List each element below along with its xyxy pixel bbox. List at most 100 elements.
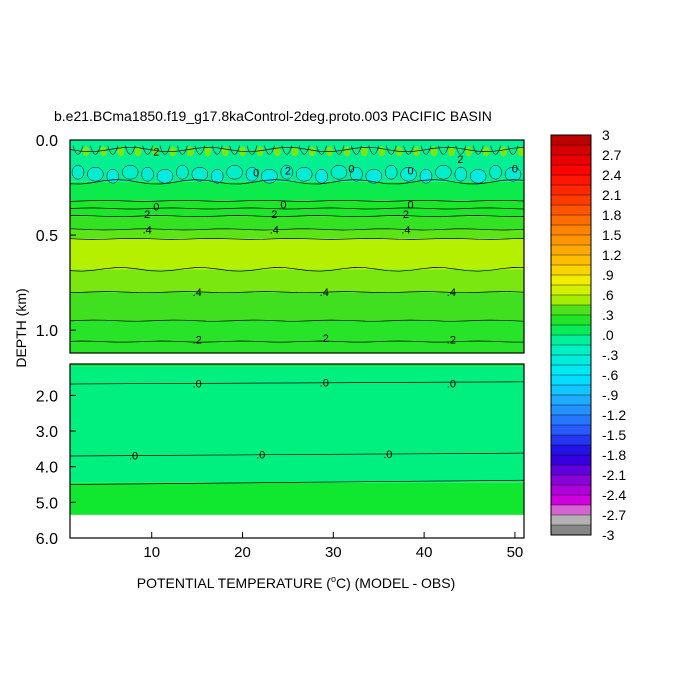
upper-contour-line: [69, 228, 525, 231]
upper-texture-contour: [246, 145, 258, 155]
upper-texture-contour: [330, 164, 348, 180]
contour-label: 0: [407, 200, 413, 212]
upper-band-8: [70, 320, 524, 353]
colorbar-swatch: [550, 284, 592, 296]
upper-texture-contour: [261, 168, 278, 184]
colorbar-swatch: [550, 394, 592, 406]
colorbar-swatch: [550, 244, 592, 256]
contour-label: 2: [403, 209, 409, 221]
colorbar-swatch: [550, 294, 592, 306]
contour-label: .0: [256, 450, 265, 462]
upper-texture-contour: [177, 145, 188, 155]
colorbar-label: 3: [602, 127, 610, 143]
upper-texture-blob: [360, 146, 368, 157]
upper-texture-blob: [280, 165, 293, 180]
upper-texture-blob: [117, 146, 125, 157]
colorbar-label: 2.1: [602, 187, 622, 203]
colorbar-swatch: [550, 524, 592, 536]
upper-texture-blob: [413, 146, 421, 157]
x-tick-label: 10: [143, 544, 160, 561]
upper-texture-blob: [176, 165, 189, 180]
colorbar-label: -.6: [602, 367, 619, 383]
colorbar-swatch: [550, 504, 592, 516]
colorbar-swatch: [550, 354, 592, 366]
colorbar-label: -2.4: [602, 487, 626, 503]
y-tick-label: 6.0: [36, 531, 58, 548]
contour-label: .4: [447, 287, 456, 299]
colorbar-swatch: [550, 164, 592, 176]
upper-texture-blob: [204, 146, 212, 157]
upper-contour-line: [69, 146, 525, 153]
upper-band-6: [70, 269, 524, 293]
upper-texture-blob: [350, 167, 363, 182]
colorbar-swatch: [550, 314, 592, 326]
upper-texture-blob: [385, 165, 398, 180]
y-tick-label: 1.0: [36, 323, 58, 340]
lower-band-1: [70, 366, 524, 483]
lower-panel: [69, 363, 525, 539]
contour-label: 0: [407, 165, 413, 177]
contour-label: 0: [253, 167, 259, 179]
lower-band-0: [70, 364, 524, 367]
upper-texture-blob: [489, 165, 502, 180]
contour-label: .4: [401, 224, 410, 236]
contour-label: 2: [271, 209, 277, 221]
upper-contour-line: [69, 267, 525, 272]
upper-texture-blob: [226, 165, 243, 180]
upper-texture-contour: [124, 145, 136, 155]
colorbar-swatch: [550, 174, 592, 186]
contour-label: 0: [280, 200, 286, 212]
upper-texture-blob: [256, 146, 264, 157]
upper-texture-contour: [281, 145, 293, 155]
upper-band-2: [70, 200, 524, 217]
y-axis-label: DEPTH (km): [13, 288, 29, 367]
colorbar-label: .9: [602, 267, 614, 283]
upper-texture-blob: [454, 167, 467, 182]
upper-band-5: [70, 238, 524, 270]
colorbar-swatch: [550, 374, 592, 386]
lower-panel-frame: [69, 363, 525, 539]
upper-texture-blob: [500, 146, 508, 157]
colorbar-label: -1.5: [602, 427, 626, 443]
colorbar-swatch: [550, 514, 592, 526]
colorbar-label: .3: [602, 307, 614, 323]
contour-label: .0: [193, 378, 202, 390]
x-axis-label-suffix: C) (MODEL - OBS): [336, 575, 455, 591]
colorbar-swatch: [550, 144, 592, 156]
contour-label: .0: [320, 378, 329, 390]
upper-texture-blob: [246, 167, 258, 182]
upper-texture-contour: [121, 164, 139, 180]
x-tick-label: 40: [416, 544, 433, 561]
colorbar-swatch: [550, 474, 592, 486]
colorbar-label: 2.7: [602, 147, 622, 163]
upper-texture-contour: [245, 166, 259, 182]
upper-texture-contour: [71, 164, 85, 180]
lower-contour-line: [69, 452, 525, 457]
upper-texture-blob: [99, 146, 107, 157]
upper-band-4: [70, 229, 524, 239]
upper-texture-blob: [470, 169, 487, 184]
colorbar-label: -2.7: [602, 507, 626, 523]
upper-contour-line: [69, 215, 525, 217]
lower-contour-line: [69, 381, 525, 385]
upper-texture-blob: [308, 146, 316, 157]
upper-texture-blob: [435, 165, 452, 180]
upper-texture-blob: [211, 169, 224, 184]
x-tick-label: 50: [507, 544, 524, 561]
colorbar-swatch: [550, 334, 592, 346]
colorbar-label: 1.5: [602, 227, 622, 243]
upper-texture-blob: [141, 167, 154, 182]
upper-texture-blob: [465, 146, 473, 157]
upper-texture-contour: [191, 166, 209, 182]
contour-label: .4: [193, 287, 202, 299]
upper-texture-contour: [280, 164, 294, 180]
colorbar-swatch: [550, 464, 592, 476]
upper-band-1: [70, 181, 524, 201]
y-tick-label: 0.5: [36, 228, 58, 245]
colorbar-swatch: [550, 424, 592, 436]
colorbar-swatch: [550, 384, 592, 396]
contour-label: 2: [285, 165, 291, 177]
contour-label: 2: [153, 146, 159, 158]
upper-texture-contour: [419, 168, 433, 184]
